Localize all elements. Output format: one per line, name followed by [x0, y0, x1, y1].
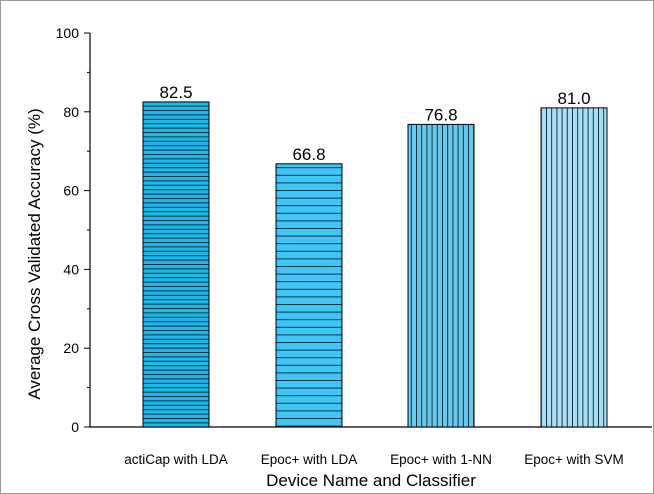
value-label-3: 76.8	[424, 105, 457, 124]
bars-group	[142, 101, 608, 428]
bar-1	[142, 101, 210, 428]
value-label-1: 82.5	[159, 83, 192, 102]
y-axis-title: Average Cross Validated Accuracy (%)	[25, 108, 44, 399]
y-tick-label: 80	[63, 104, 79, 120]
labels-group: 82.5 actiCap with LDA 66.8 Epoc+ with LDA 76…	[124, 83, 623, 467]
y-tick-label: 40	[63, 261, 79, 277]
bar-3	[407, 123, 475, 428]
y-tick-label: 0	[71, 419, 79, 435]
y-tick-label: 20	[63, 340, 79, 356]
value-label-2: 66.8	[292, 145, 325, 164]
x-tick-label-4: Epoc+ with SVM	[524, 452, 623, 467]
value-label-4: 81.0	[557, 89, 590, 108]
x-axis-title: Device Name and Classifier	[266, 471, 476, 490]
bar-4	[540, 107, 608, 428]
x-tick-label-1: actiCap with LDA	[124, 452, 228, 467]
bar-2	[275, 163, 343, 428]
y-tick-label: 100	[56, 25, 80, 41]
y-axis: 0 20 40 60 80 100	[56, 25, 91, 435]
x-tick-label-3: Epoc+ with 1-NN	[390, 452, 492, 467]
x-tick-label-2: Epoc+ with LDA	[261, 452, 357, 467]
y-tick-label: 60	[63, 183, 79, 199]
